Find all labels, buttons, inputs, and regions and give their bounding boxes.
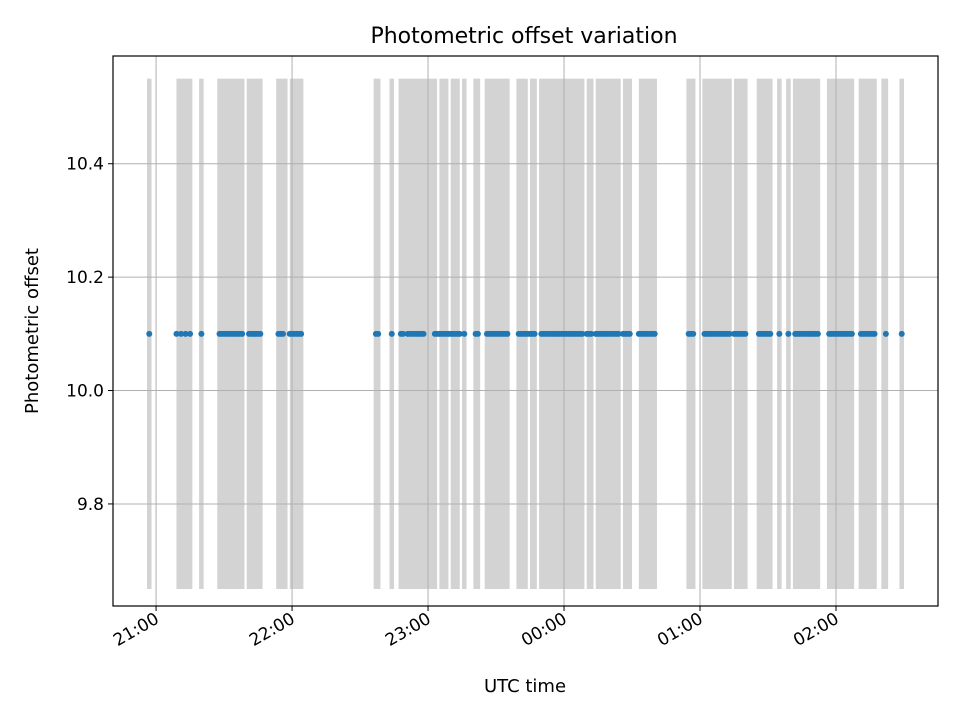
data-point xyxy=(279,330,286,337)
y-tick-label: 10.0 xyxy=(66,382,104,402)
x-axis-label: UTC time xyxy=(484,676,566,697)
data-point xyxy=(182,330,189,337)
chart-title: Photometric offset variation xyxy=(370,24,677,49)
data-point xyxy=(690,330,697,337)
x-tick-label: 23:00 xyxy=(382,609,434,651)
data-point xyxy=(187,330,194,337)
data-point xyxy=(375,330,382,337)
data-point xyxy=(882,330,889,337)
data-point xyxy=(726,330,733,337)
plot-area xyxy=(112,55,939,607)
y-tick-label: 10.4 xyxy=(66,155,104,175)
data-point xyxy=(146,330,153,337)
x-tick-label: 01:00 xyxy=(654,609,706,651)
data-point xyxy=(461,330,468,337)
x-tick-label: 21:00 xyxy=(110,609,162,651)
x-tick-label: 00:00 xyxy=(518,609,570,651)
data-point xyxy=(257,330,264,337)
data-point xyxy=(420,330,427,337)
data-point xyxy=(615,330,622,337)
data-point xyxy=(177,330,184,337)
data-point xyxy=(474,330,481,337)
x-axis-ticks: 21:00 22:00 23:00 00:00 01:00 02:00 xyxy=(110,606,843,651)
data-point xyxy=(742,330,749,337)
data-point xyxy=(871,330,878,337)
data-point xyxy=(767,330,774,337)
data-point xyxy=(504,330,511,337)
data-point xyxy=(531,330,538,337)
data-point xyxy=(785,330,792,337)
y-axis-label: Photometric offset xyxy=(22,248,43,414)
y-tick-label: 9.8 xyxy=(77,495,104,515)
data-point xyxy=(298,330,305,337)
data-point xyxy=(456,330,463,337)
y-axis-ticks: 9.8 10.0 10.2 10.4 xyxy=(66,155,113,515)
y-tick-label: 10.2 xyxy=(66,268,104,288)
data-point xyxy=(588,330,595,337)
data-point xyxy=(651,330,658,337)
x-tick-label: 22:00 xyxy=(246,609,298,651)
data-point xyxy=(848,330,855,337)
data-point xyxy=(198,330,205,337)
data-point xyxy=(579,330,586,337)
data-point xyxy=(626,330,633,337)
data-point xyxy=(776,330,783,337)
data-point xyxy=(400,330,407,337)
data-point xyxy=(239,330,246,337)
x-tick-label: 02:00 xyxy=(790,609,842,651)
plot-frame xyxy=(112,55,939,607)
data-point xyxy=(173,330,180,337)
data-point xyxy=(814,330,821,337)
data-point xyxy=(388,330,395,337)
data-point xyxy=(898,330,905,337)
data-points xyxy=(146,330,905,337)
